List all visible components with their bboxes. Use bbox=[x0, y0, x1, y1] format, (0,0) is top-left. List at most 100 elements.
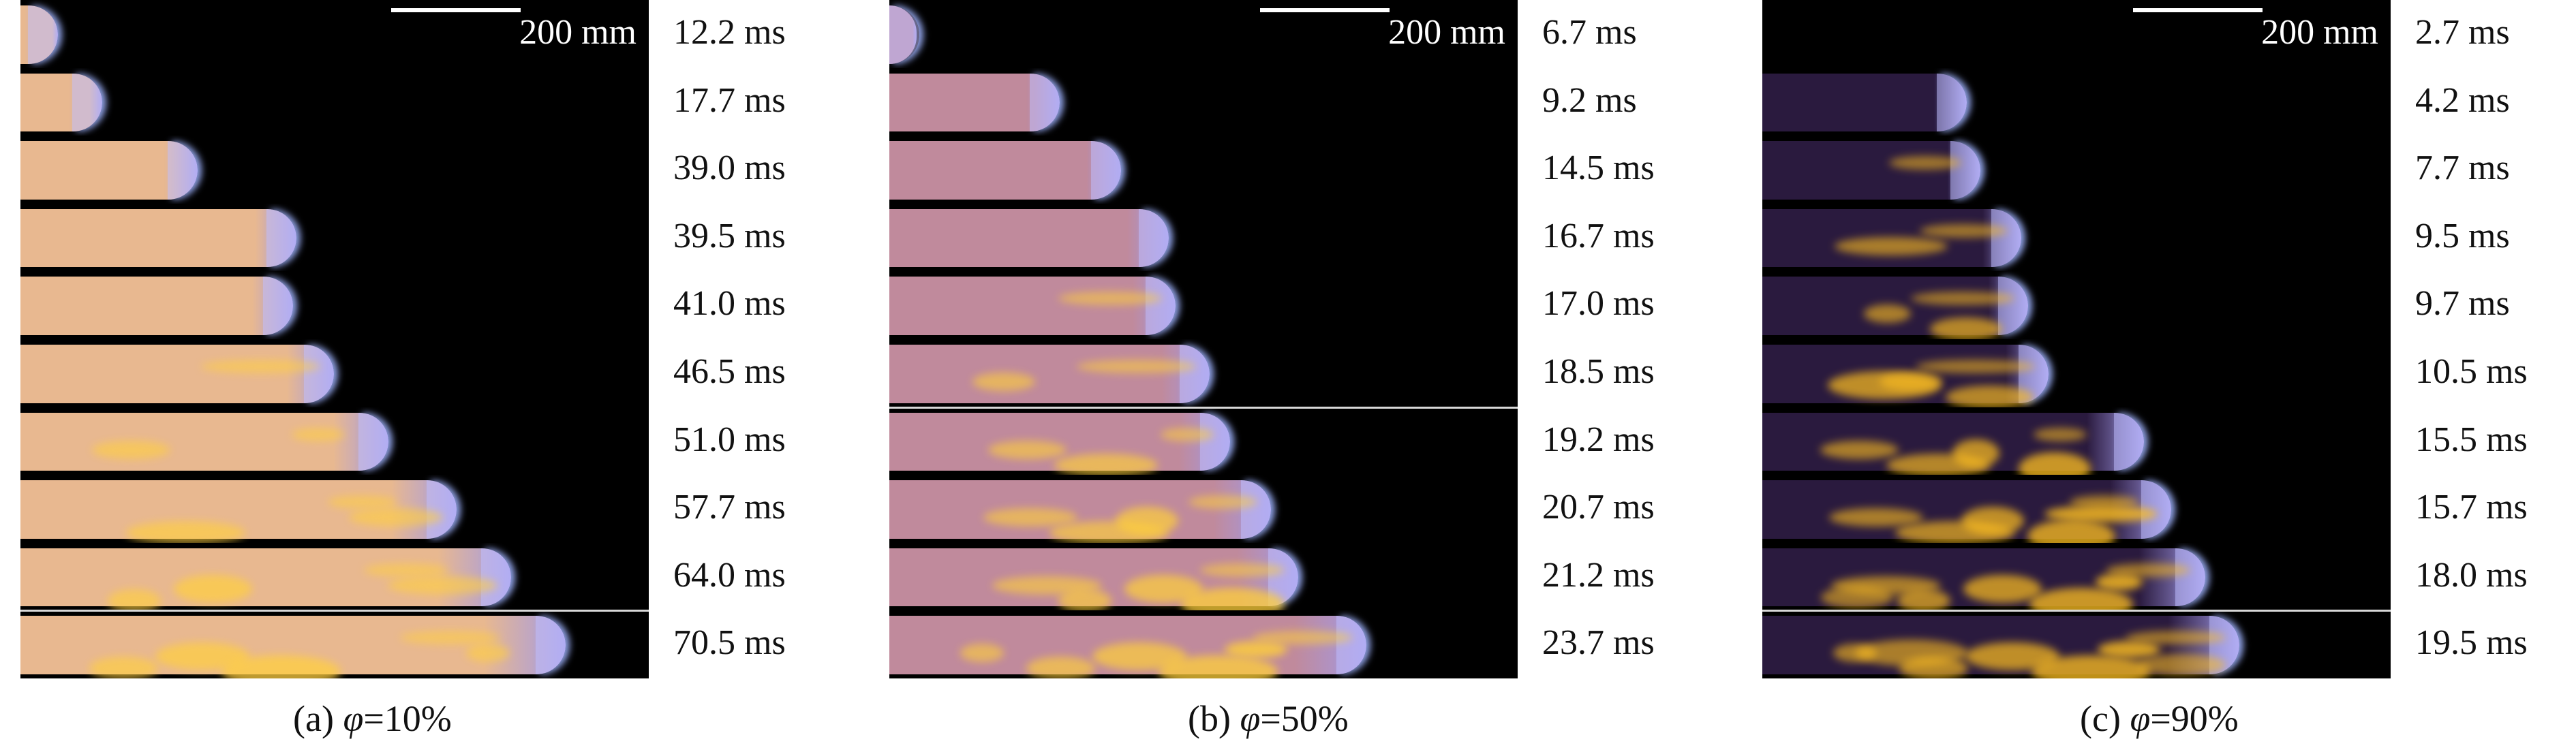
flame-front bbox=[28, 5, 58, 64]
flame-front bbox=[2175, 548, 2205, 607]
time-label: 15.5 ms bbox=[2415, 420, 2528, 459]
frame-separator bbox=[1762, 610, 2391, 612]
flame-frame bbox=[1762, 610, 2391, 678]
flame-glow bbox=[89, 657, 158, 678]
flame-glow bbox=[983, 508, 1077, 527]
flame-frame bbox=[20, 543, 649, 611]
flame-frame bbox=[1762, 204, 2391, 272]
frame-separator bbox=[20, 610, 649, 612]
flame-front bbox=[1139, 208, 1169, 268]
flame-frame bbox=[20, 0, 649, 68]
flame-glow bbox=[1200, 563, 1285, 577]
flame-front bbox=[1998, 277, 2028, 335]
flame-frame bbox=[889, 543, 1518, 611]
scale-bar-label: 200 mm bbox=[519, 13, 637, 52]
caption-value: =90% bbox=[2150, 698, 2239, 739]
flame-glow bbox=[2034, 427, 2087, 441]
flame-frame bbox=[889, 0, 1518, 68]
flame-glow bbox=[2138, 654, 2226, 676]
flame-glow bbox=[349, 508, 443, 527]
time-label: 51.0 ms bbox=[673, 420, 786, 459]
flame-front bbox=[1180, 345, 1210, 403]
flame-glow bbox=[108, 589, 161, 611]
flame-front bbox=[304, 345, 334, 403]
flame-frame bbox=[889, 136, 1518, 204]
flame-glow bbox=[1181, 587, 1285, 611]
flame-frame bbox=[1762, 68, 2391, 136]
time-label: 10.5 ms bbox=[2415, 352, 2528, 391]
flame-glow bbox=[2098, 641, 2160, 659]
panel-caption: (c) φ=90% bbox=[2080, 698, 2239, 740]
scale-bar bbox=[1260, 8, 1390, 12]
flame-front bbox=[358, 412, 388, 471]
caption-symbol: φ bbox=[1240, 698, 1261, 739]
flame-body bbox=[20, 277, 293, 335]
flame-glow bbox=[466, 644, 510, 663]
flame-glow bbox=[1253, 631, 1353, 645]
flame-frame bbox=[889, 407, 1518, 475]
flame-glow bbox=[400, 631, 500, 645]
caption-value: =10% bbox=[363, 698, 452, 739]
flame-glow bbox=[292, 427, 345, 441]
time-label: 9.7 ms bbox=[2415, 284, 2510, 324]
flame-body bbox=[889, 141, 1121, 200]
flame-frame bbox=[20, 136, 649, 204]
flame-glow bbox=[2027, 520, 2115, 543]
flame-glow bbox=[92, 440, 170, 459]
flame-glow bbox=[1054, 453, 1158, 475]
panel-caption: (b) φ=50% bbox=[1188, 698, 1349, 740]
flame-frame bbox=[889, 204, 1518, 272]
caption-prefix: (b) bbox=[1188, 698, 1240, 739]
flame-glow bbox=[1963, 574, 2042, 603]
flame-body bbox=[889, 277, 1176, 335]
flame-glow bbox=[1159, 655, 1278, 678]
flame-glow bbox=[174, 574, 252, 603]
flame-body bbox=[889, 208, 1169, 268]
time-label: 14.5 ms bbox=[1542, 148, 1655, 188]
flame-frame bbox=[889, 339, 1518, 407]
flame-glow bbox=[988, 440, 1067, 459]
time-label: 46.5 ms bbox=[673, 352, 786, 391]
flame-glow bbox=[1058, 589, 1111, 611]
time-label: 6.7 ms bbox=[1542, 13, 1637, 52]
caption-symbol: φ bbox=[2130, 698, 2151, 739]
time-label: 9.5 ms bbox=[2415, 216, 2510, 255]
flame-front bbox=[1091, 141, 1121, 200]
caption-value: =50% bbox=[1260, 698, 1349, 739]
flame-front bbox=[427, 480, 457, 539]
flame-image-sequence: 200 mm bbox=[889, 0, 1518, 678]
caption-symbol: φ bbox=[343, 698, 364, 739]
flame-frame bbox=[20, 271, 649, 339]
flame-glow bbox=[1116, 507, 1178, 535]
flame-front bbox=[1030, 73, 1060, 132]
flame-frame bbox=[1762, 136, 2391, 204]
flame-glow bbox=[972, 373, 1035, 391]
flame-glow bbox=[2096, 573, 2143, 591]
time-label: 41.0 ms bbox=[673, 284, 786, 324]
scale-bar-label: 200 mm bbox=[1388, 13, 1505, 52]
flame-front bbox=[1146, 277, 1176, 335]
flame-front bbox=[72, 73, 102, 132]
time-label: 21.2 ms bbox=[1542, 555, 1655, 595]
flame-glow bbox=[1077, 360, 1196, 373]
flame-front bbox=[1937, 73, 1967, 132]
flame-glow bbox=[1930, 317, 2002, 339]
scale-bar bbox=[391, 8, 521, 12]
flame-frame bbox=[1762, 271, 2391, 339]
time-label: 17.0 ms bbox=[1542, 284, 1655, 324]
flame-glow bbox=[1828, 371, 1941, 399]
flame-glow bbox=[1920, 223, 2008, 238]
flame-glow bbox=[2019, 452, 2091, 475]
time-label: 23.7 ms bbox=[1542, 623, 1655, 663]
flame-glow bbox=[1821, 586, 1893, 608]
flame-frame bbox=[20, 339, 649, 407]
flame-glow bbox=[1026, 657, 1095, 678]
flame-glow bbox=[364, 563, 448, 577]
time-label: 20.7 ms bbox=[1542, 488, 1655, 527]
flame-frame bbox=[20, 68, 649, 136]
flame-frame bbox=[1762, 475, 2391, 543]
flame-frame bbox=[20, 407, 649, 475]
flame-glow bbox=[1161, 427, 1214, 441]
flame-glow bbox=[1889, 156, 1961, 170]
flame-glow bbox=[1820, 440, 1899, 459]
